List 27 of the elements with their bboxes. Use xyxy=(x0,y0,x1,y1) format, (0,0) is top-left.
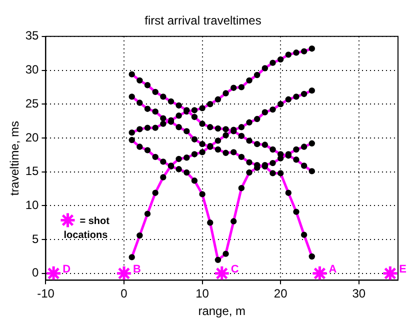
y-tick-label: 10 xyxy=(25,198,40,212)
annotation: A xyxy=(328,263,337,276)
y-axis-title: traveltime, ms xyxy=(8,120,22,196)
y-tick-label: 30 xyxy=(25,62,40,77)
y-tick-label: 25 xyxy=(25,96,40,110)
annotation: D xyxy=(62,263,71,276)
y-tick-label: 35 xyxy=(25,28,40,43)
x-tick-label: 10 xyxy=(196,286,210,301)
x-axis-title: range, m xyxy=(198,304,246,318)
annotation: B xyxy=(133,263,142,276)
point xyxy=(382,265,398,282)
x-tick-label: 0 xyxy=(120,286,128,301)
point xyxy=(45,265,62,282)
annotation: E xyxy=(399,263,407,276)
chart-title: first arrival traveltimes xyxy=(144,14,262,28)
point xyxy=(214,265,230,282)
y-tick-label: 0 xyxy=(32,266,40,280)
x-tick-label: 30 xyxy=(352,286,366,301)
x-tick-label: 20 xyxy=(274,286,288,301)
y-tick-label: 15 xyxy=(25,164,40,178)
y-tick-label: 20 xyxy=(25,130,40,144)
x-tick-label: -10 xyxy=(37,286,55,301)
annotation: C xyxy=(230,263,239,276)
legend-label: = shot locations xyxy=(64,216,110,241)
y-tick-label: 5 xyxy=(32,232,40,246)
point xyxy=(311,265,328,282)
point xyxy=(116,265,132,282)
